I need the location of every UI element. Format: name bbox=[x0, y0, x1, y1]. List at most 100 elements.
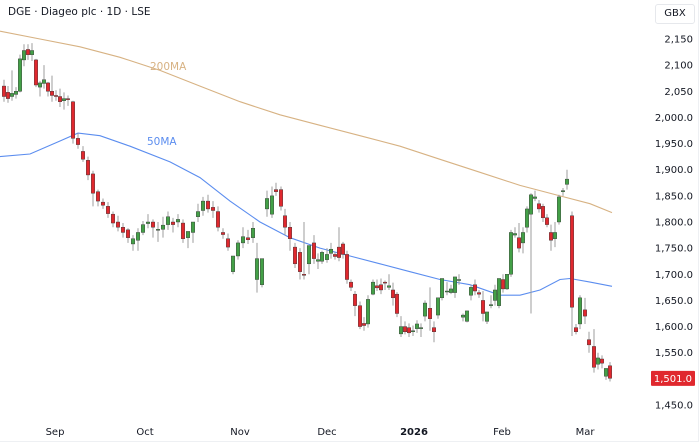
symbol-title[interactable]: DGE · Diageo plc · 1D · LSE bbox=[8, 6, 151, 18]
candle[interactable] bbox=[320, 250, 325, 264]
candle[interactable] bbox=[245, 229, 250, 244]
candle[interactable] bbox=[235, 240, 240, 260]
candle[interactable] bbox=[608, 362, 613, 382]
candle[interactable] bbox=[600, 355, 605, 369]
candle[interactable] bbox=[501, 274, 506, 293]
candle[interactable] bbox=[58, 88, 63, 107]
candle[interactable] bbox=[529, 193, 534, 314]
candle[interactable] bbox=[62, 92, 67, 110]
candle[interactable] bbox=[440, 278, 445, 301]
candle[interactable] bbox=[493, 284, 498, 306]
candle[interactable] bbox=[419, 323, 424, 338]
candle[interactable] bbox=[298, 248, 303, 280]
candle[interactable] bbox=[260, 258, 265, 288]
candle[interactable] bbox=[195, 203, 200, 222]
candle[interactable] bbox=[329, 242, 334, 259]
candle[interactable] bbox=[288, 222, 293, 251]
candle[interactable] bbox=[362, 317, 367, 331]
candle[interactable] bbox=[115, 215, 120, 232]
candle[interactable] bbox=[110, 211, 115, 228]
candle[interactable] bbox=[160, 216, 165, 238]
candle[interactable] bbox=[18, 54, 23, 93]
candle[interactable] bbox=[215, 206, 220, 232]
candle[interactable] bbox=[90, 170, 95, 207]
candle[interactable] bbox=[80, 146, 85, 162]
candle[interactable] bbox=[34, 58, 39, 88]
candle[interactable] bbox=[371, 279, 376, 296]
candle[interactable] bbox=[2, 79, 6, 102]
candle[interactable] bbox=[283, 208, 288, 236]
candle[interactable] bbox=[265, 190, 270, 217]
candle[interactable] bbox=[274, 182, 279, 196]
candle[interactable] bbox=[120, 223, 125, 238]
candle[interactable] bbox=[42, 65, 47, 89]
candle[interactable] bbox=[254, 242, 259, 293]
candle[interactable] bbox=[150, 219, 155, 238]
candle[interactable] bbox=[270, 186, 275, 218]
candle[interactable] bbox=[250, 222, 255, 243]
candle[interactable] bbox=[553, 222, 558, 248]
candle[interactable] bbox=[383, 280, 388, 290]
candle[interactable] bbox=[445, 282, 450, 296]
candle[interactable] bbox=[333, 252, 338, 260]
candle[interactable] bbox=[537, 200, 542, 213]
candle[interactable] bbox=[557, 194, 562, 225]
candle[interactable] bbox=[240, 227, 245, 249]
candle[interactable] bbox=[26, 44, 31, 60]
y-axis[interactable]: 2,150 2,100 2,050 2,000.0 1,950.0 1,900.0 1,85… bbox=[655, 35, 693, 412]
candle[interactable] bbox=[190, 221, 195, 243]
candle[interactable] bbox=[395, 292, 400, 318]
candle[interactable] bbox=[170, 217, 175, 233]
candle[interactable] bbox=[423, 300, 428, 322]
candle[interactable] bbox=[583, 297, 588, 324]
candle[interactable] bbox=[541, 203, 546, 222]
candle[interactable] bbox=[477, 289, 482, 298]
candle[interactable] bbox=[46, 81, 51, 97]
candle[interactable] bbox=[387, 274, 392, 290]
candle[interactable] bbox=[436, 297, 441, 319]
candle[interactable] bbox=[312, 235, 317, 264]
candle[interactable] bbox=[473, 279, 478, 296]
candle[interactable] bbox=[210, 201, 215, 218]
candle[interactable] bbox=[533, 190, 538, 202]
candle[interactable] bbox=[465, 310, 470, 323]
candle[interactable] bbox=[165, 211, 170, 230]
candle[interactable] bbox=[180, 219, 185, 243]
candle[interactable] bbox=[5, 86, 10, 103]
candle[interactable] bbox=[489, 295, 494, 309]
candle[interactable] bbox=[85, 156, 90, 181]
candle[interactable] bbox=[220, 228, 225, 239]
candle[interactable] bbox=[596, 352, 601, 370]
candle[interactable] bbox=[469, 284, 474, 301]
candle[interactable] bbox=[353, 291, 358, 317]
candle[interactable] bbox=[415, 320, 420, 333]
candle[interactable] bbox=[13, 87, 18, 99]
candle[interactable] bbox=[30, 43, 35, 61]
candle[interactable] bbox=[578, 295, 583, 330]
currency-button[interactable]: GBX bbox=[655, 4, 695, 24]
candle[interactable] bbox=[403, 321, 408, 335]
candle[interactable] bbox=[145, 214, 150, 229]
candle[interactable] bbox=[22, 44, 27, 67]
candle[interactable] bbox=[407, 323, 412, 338]
candle[interactable] bbox=[391, 282, 396, 306]
candle[interactable] bbox=[65, 95, 70, 106]
candle[interactable] bbox=[341, 241, 346, 259]
candle[interactable] bbox=[604, 368, 609, 380]
candle[interactable] bbox=[561, 188, 566, 196]
candle[interactable] bbox=[570, 211, 575, 336]
candle[interactable] bbox=[100, 198, 105, 209]
candle[interactable] bbox=[70, 100, 75, 144]
candle[interactable] bbox=[428, 287, 433, 331]
candle[interactable] bbox=[517, 223, 522, 253]
candle[interactable] bbox=[302, 222, 307, 280]
candle[interactable] bbox=[592, 329, 597, 373]
candle[interactable] bbox=[175, 214, 180, 228]
candle[interactable] bbox=[481, 291, 486, 322]
candle[interactable] bbox=[230, 255, 235, 275]
candle[interactable] bbox=[457, 274, 462, 285]
candle[interactable] bbox=[505, 274, 510, 290]
candle[interactable] bbox=[587, 331, 592, 353]
candle[interactable] bbox=[200, 196, 205, 216]
candle[interactable] bbox=[545, 214, 550, 228]
